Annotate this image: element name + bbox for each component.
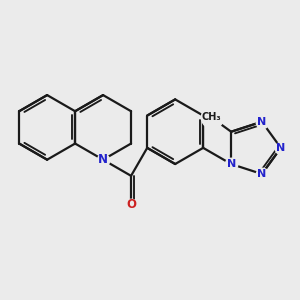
- Text: N: N: [257, 169, 266, 179]
- Text: N: N: [257, 117, 266, 127]
- Text: N: N: [226, 159, 236, 169]
- Text: CH₃: CH₃: [202, 112, 221, 122]
- Text: N: N: [276, 143, 286, 153]
- Text: N: N: [98, 153, 108, 166]
- Text: O: O: [126, 198, 136, 212]
